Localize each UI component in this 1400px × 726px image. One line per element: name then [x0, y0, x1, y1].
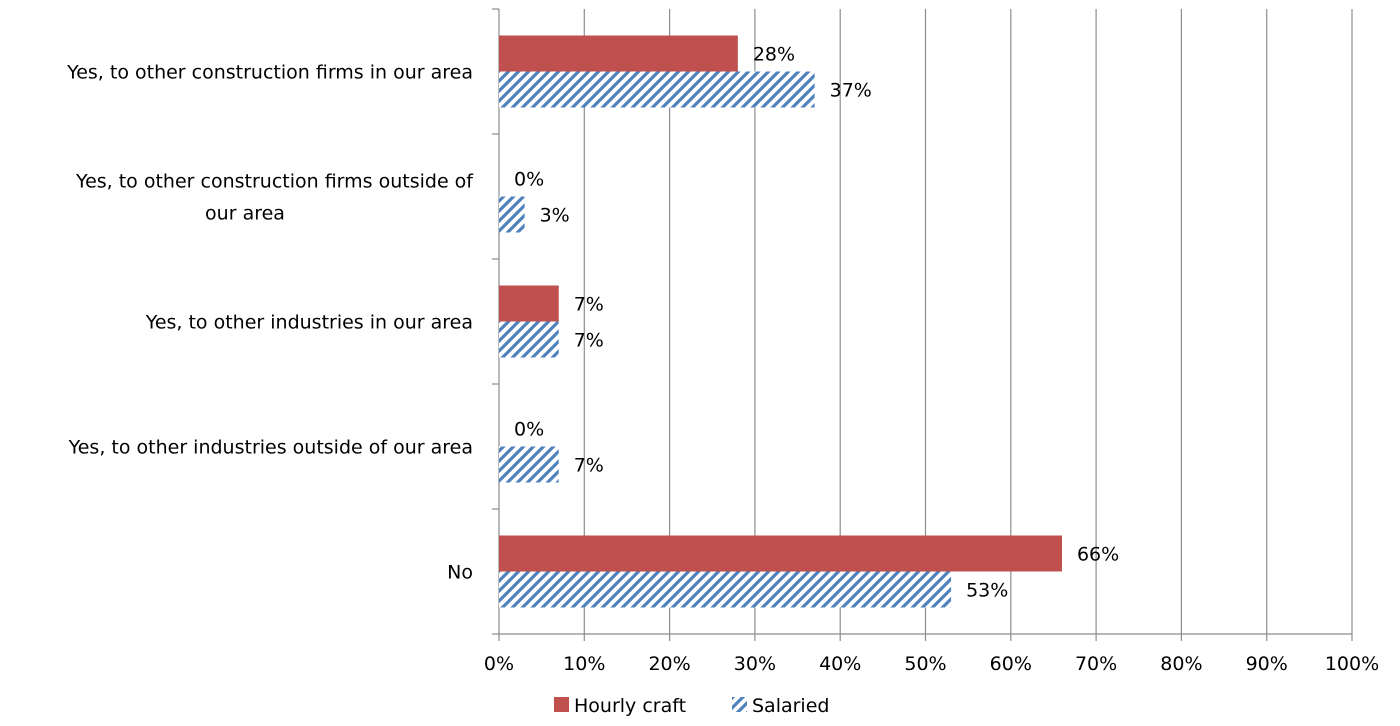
bar-hourly-craft: [499, 285, 559, 322]
bar-salaried: [499, 196, 525, 233]
category-label: Yes, to other industries outside of our …: [68, 437, 473, 459]
bar-salaried: [499, 446, 559, 483]
x-tick-label: 70%: [1075, 653, 1117, 675]
x-tick-label: 30%: [734, 653, 776, 675]
gridlines: [583, 9, 1353, 634]
x-tick-label: 80%: [1160, 653, 1202, 675]
x-tick-label: 100%: [1325, 653, 1379, 675]
data-label: 0%: [514, 419, 544, 441]
x-tick-label: 50%: [904, 653, 946, 675]
category-label: No: [447, 562, 473, 584]
category-label: Yes, to other industries in our area: [145, 312, 473, 334]
category-label: our area: [205, 203, 285, 225]
legend-label: Hourly craft: [574, 695, 686, 717]
x-tick-label: 90%: [1246, 653, 1288, 675]
data-label: 3%: [540, 205, 570, 227]
x-tick-labels: 0% 10% 20% 30% 40% 50% 60% 70% 80% 90% 100%: [484, 653, 1379, 675]
bar-hourly-craft: [499, 535, 1062, 572]
x-tick-label: 10%: [563, 653, 605, 675]
data-label: 7%: [574, 294, 604, 316]
category-label: Yes, to other construction firms outside…: [75, 171, 474, 193]
bars: [499, 35, 1062, 608]
data-label: 37%: [830, 80, 872, 102]
data-label: 7%: [574, 330, 604, 352]
data-label: 0%: [514, 169, 544, 191]
bar-hourly-craft: [499, 35, 738, 72]
bar-salaried: [499, 321, 559, 358]
legend-swatch-hourly-craft: [554, 697, 569, 712]
bar-salaried: [499, 571, 952, 608]
data-label: 53%: [966, 580, 1008, 602]
category-labels: Yes, to other construction firms in our …: [66, 62, 474, 584]
legend: Hourly craft Salaried: [554, 695, 829, 717]
data-label: 7%: [574, 455, 604, 477]
bar-salaried: [499, 71, 815, 108]
x-tick-label: 40%: [819, 653, 861, 675]
data-label: 28%: [753, 44, 795, 66]
data-labels: 28% 37% 0% 3% 7% 7% 0% 7% 66% 53%: [514, 44, 1119, 602]
x-tick-label: 60%: [990, 653, 1032, 675]
x-tick-label: 0%: [484, 653, 514, 675]
legend-swatch-salaried: [732, 697, 747, 712]
data-label: 66%: [1077, 544, 1119, 566]
legend-label: Salaried: [752, 695, 829, 717]
category-label: Yes, to other construction firms in our …: [66, 62, 473, 84]
x-tick-label: 20%: [648, 653, 690, 675]
